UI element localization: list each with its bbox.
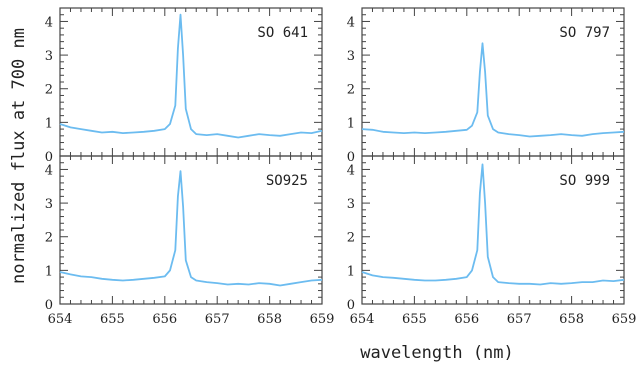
spectrum-line: [59, 13, 323, 139]
x-tick-label: 657: [205, 312, 230, 327]
x-tick-label: 654: [48, 312, 73, 327]
panel-label: SO925: [266, 173, 308, 189]
x-tick-label: 657: [507, 312, 532, 327]
y-axis-title: normalized flux at 700 nm: [9, 28, 29, 284]
panel-grid: 0 1 2 3 4 SO 641 0 1 2 3 4 SO 797 0 1 2 3 4 654 655 656 657 6…: [45, 7, 637, 327]
x-axis-title: wavelength (nm): [360, 343, 514, 363]
x-tick-label: 658: [559, 312, 584, 327]
y-tick-label: 2: [347, 83, 355, 98]
panel-label: SO 641: [257, 25, 308, 41]
x-tick-label: 655: [100, 312, 125, 327]
spectrum-line: [361, 42, 625, 138]
y-tick-label: 3: [347, 49, 355, 64]
spectrum-panel-2: 0 1 2 3 4 SO 797: [347, 7, 625, 165]
y-tick-label: 1: [347, 264, 355, 279]
x-tick-label: 655: [402, 312, 427, 327]
x-tick-label: 656: [454, 312, 479, 327]
panel-label: SO 797: [559, 25, 610, 41]
y-tick-label: 3: [347, 197, 355, 212]
y-tick-label: 0: [45, 150, 53, 165]
y-tick-label: 1: [45, 116, 53, 131]
y-tick-label: 3: [45, 49, 53, 64]
spectrum-panel-4: 0 1 2 3 4 654 655 656 657 658 659 SO 999: [347, 155, 637, 327]
x-tick-label: 654: [350, 312, 375, 327]
y-tick-label: 4: [45, 15, 53, 30]
y-tick-label: 1: [347, 116, 355, 131]
y-tick-label: 4: [347, 163, 355, 178]
spectrum-line: [361, 163, 625, 286]
y-tick-label: 3: [45, 197, 53, 212]
y-tick-label: 0: [347, 150, 355, 165]
x-tick-label: 659: [310, 312, 335, 327]
panel-label: SO 999: [559, 173, 610, 189]
x-tick-label: 656: [152, 312, 177, 327]
y-tick-label: 2: [45, 83, 53, 98]
y-tick-label: 0: [347, 298, 355, 313]
x-tick-label: 658: [257, 312, 282, 327]
spectrum-panel-3: 0 1 2 3 4 654 655 656 657 658 659 SO925: [45, 155, 335, 327]
spectrum-panel-1: 0 1 2 3 4 SO 641: [45, 7, 323, 165]
y-tick-label: 1: [45, 264, 53, 279]
spectrum-line: [59, 170, 323, 287]
y-tick-label: 4: [347, 15, 355, 30]
y-tick-label: 2: [45, 231, 53, 246]
y-tick-label: 0: [45, 298, 53, 313]
x-tick-label: 659: [612, 312, 637, 327]
y-tick-label: 4: [45, 163, 53, 178]
y-tick-label: 2: [347, 231, 355, 246]
